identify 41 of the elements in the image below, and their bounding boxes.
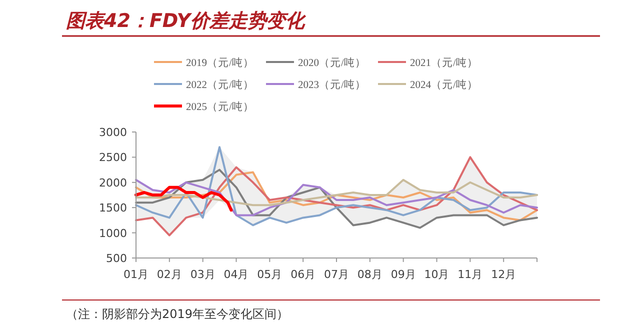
x-tick-label: 09月 [390, 268, 416, 281]
line-series [135, 168, 538, 229]
line-series [134, 186, 233, 212]
x-tick-label: 04月 [224, 268, 249, 281]
legend-item: 2024（元/吨） [378, 80, 478, 91]
x-tick-label: 03月 [190, 268, 216, 281]
line-series [135, 178, 538, 206]
legend-item: 2023（元/吨） [266, 80, 366, 91]
x-tick-label: 05月 [257, 268, 282, 281]
y-tick-label: 3000 [99, 126, 127, 139]
y-tick-label: 500 [106, 252, 127, 265]
x-tick-label: 08月 [357, 268, 382, 281]
y-tick-label: 2500 [99, 151, 127, 164]
legend-label: 2024（元/吨） [410, 78, 478, 91]
line-series [135, 156, 538, 236]
x-tick-label: 02月 [156, 268, 182, 281]
x-tick-label: 01月 [124, 268, 148, 281]
legend-item: 2025（元/吨） [154, 102, 254, 113]
x-tick-label: 07月 [324, 268, 349, 281]
x-tick-label: 10月 [424, 268, 450, 281]
y-tick-label: 1500 [99, 202, 127, 215]
x-tick-label: 11月 [458, 268, 483, 281]
chart-title: 图表42：FDY价差走势变化 [66, 10, 306, 32]
legend-item: 2021（元/吨） [378, 58, 478, 69]
legend-label: 2020（元/吨） [298, 56, 366, 69]
legend-label: 2022（元/吨） [186, 78, 254, 91]
line-series [135, 171, 538, 222]
legend-label: 2023（元/吨） [298, 78, 366, 91]
x-tick-label: 06月 [290, 268, 316, 281]
legend-label: 2019（元/吨） [186, 56, 254, 69]
legend-item: 2019（元/吨） [154, 58, 254, 69]
text: （注：阴影部分为2019年至今变化区间） [66, 307, 289, 321]
x-tick-label: 12月 [491, 268, 516, 281]
y-tick-label: 1000 [99, 226, 127, 240]
y-tick-label: 2000 [99, 176, 127, 190]
legend-item: 2020（元/吨） [266, 58, 366, 69]
legend-label: 2025（元/吨） [186, 100, 254, 113]
line-series [135, 178, 538, 216]
legend-item: 2022（元/吨） [154, 80, 254, 91]
legend-label: 2021（元/吨） [410, 56, 478, 69]
line-series [135, 146, 538, 226]
